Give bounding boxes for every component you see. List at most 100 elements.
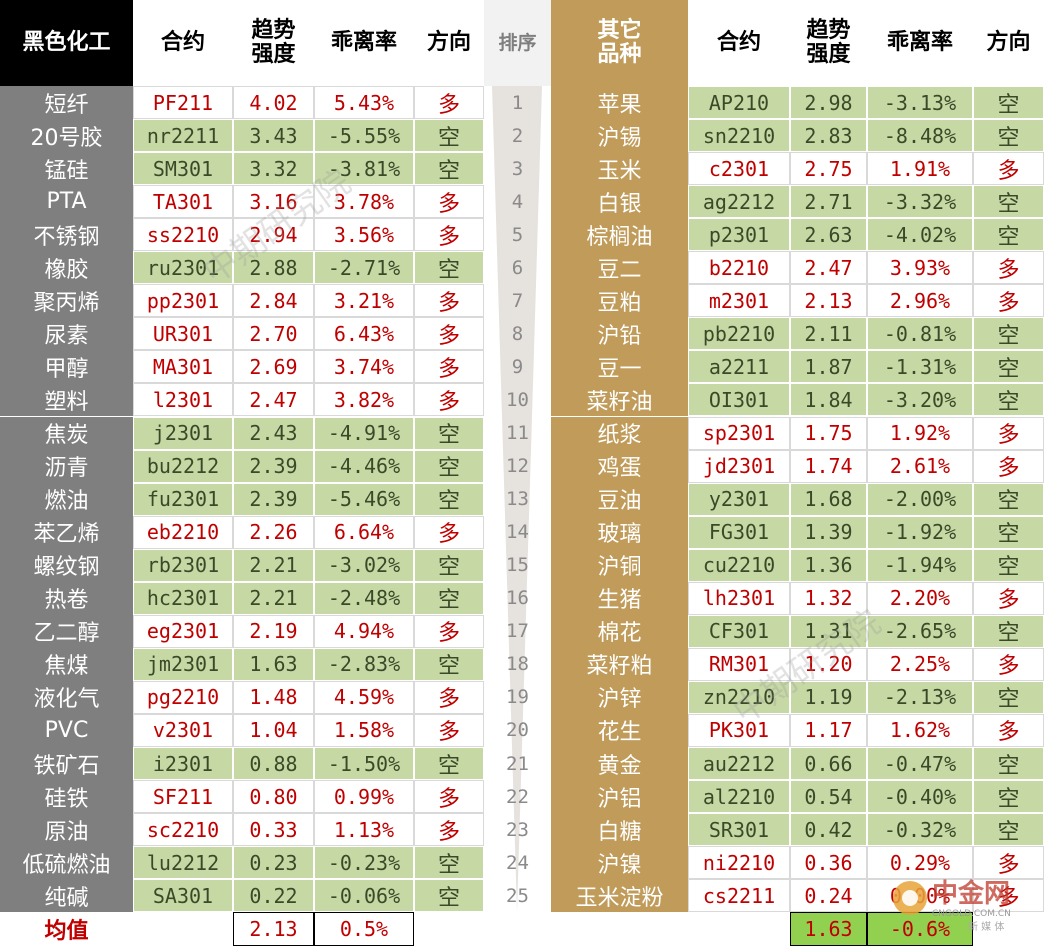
left-row-strength: 2.43 xyxy=(233,416,314,450)
right-row-name: 白糖 xyxy=(551,813,688,847)
left-row-deviation: 3.78% xyxy=(314,185,414,219)
right-row-direction: 空 xyxy=(973,515,1044,549)
right-row-name: 豆一 xyxy=(551,350,688,384)
left-row-name: 甲醇 xyxy=(0,350,133,384)
logo-url: CNGOLD.COM.CN xyxy=(932,909,1011,919)
left-row-deviation: 1.13% xyxy=(314,813,414,847)
header-category-black: 黑色化工 xyxy=(0,0,133,86)
left-row-contract: v2301 xyxy=(133,713,233,747)
rank-number: 20 xyxy=(506,719,529,742)
right-row-deviation: -1.31% xyxy=(867,350,973,384)
right-row-deviation: -1.94% xyxy=(867,548,973,582)
left-row-direction: 多 xyxy=(414,713,484,747)
rank-arrow-decoration xyxy=(492,86,542,912)
header-direction: 方向 xyxy=(414,0,484,86)
average-label: 均值 xyxy=(0,912,133,946)
header-rank: 排序 xyxy=(484,0,551,86)
header-deviation: 乖离率 xyxy=(314,0,414,86)
left-row-name: PVC xyxy=(0,713,133,747)
right-row-strength: 1.84 xyxy=(790,383,867,417)
left-row-contract: PF211 xyxy=(133,86,233,120)
right-row-deviation: -1.92% xyxy=(867,515,973,549)
right-row-deviation: 2.61% xyxy=(867,449,973,483)
right-row-deviation: -3.20% xyxy=(867,383,973,417)
right-row-name: 白银 xyxy=(551,185,688,219)
left-row-name: 低硫燃油 xyxy=(0,846,133,880)
left-row-contract: sc2210 xyxy=(133,813,233,847)
left-row-direction: 多 xyxy=(414,515,484,549)
right-row-contract: ag2212 xyxy=(688,185,790,219)
left-row-strength: 1.04 xyxy=(233,713,314,747)
left-row-strength: 2.39 xyxy=(233,449,314,483)
left-row-deviation: 5.43% xyxy=(314,86,414,120)
left-row-contract: eg2301 xyxy=(133,614,233,648)
left-row-name: 乙二醇 xyxy=(0,614,133,648)
left-row-direction: 多 xyxy=(414,350,484,384)
left-row-strength: 0.23 xyxy=(233,846,314,880)
left-row-direction: 空 xyxy=(414,152,484,186)
right-row-strength: 0.36 xyxy=(790,846,867,880)
left-row-name: 20号胶 xyxy=(0,119,133,153)
right-row-direction: 空 xyxy=(973,813,1044,847)
rank-number: 16 xyxy=(506,587,529,610)
right-average-deviation: -0.6% xyxy=(867,912,973,946)
left-row-name: 锰硅 xyxy=(0,152,133,186)
right-row-contract: a2211 xyxy=(688,350,790,384)
left-row-direction: 多 xyxy=(414,86,484,120)
right-row-name: 豆粕 xyxy=(551,284,688,318)
right-row-direction: 多 xyxy=(973,713,1044,747)
header-strength: 趋势 强度 xyxy=(233,0,314,86)
right-row-strength: 0.24 xyxy=(790,879,867,913)
left-row-name: 燃油 xyxy=(0,482,133,516)
left-row-deviation: 6.64% xyxy=(314,515,414,549)
left-row-direction: 空 xyxy=(414,449,484,483)
right-row-strength: 1.87 xyxy=(790,350,867,384)
left-row-strength: 2.21 xyxy=(233,548,314,582)
left-row-strength: 2.47 xyxy=(233,383,314,417)
right-row-direction: 空 xyxy=(973,614,1044,648)
left-row-direction: 多 xyxy=(414,614,484,648)
right-row-deviation: -8.48% xyxy=(867,119,973,153)
left-row-strength: 2.26 xyxy=(233,515,314,549)
left-row-direction: 空 xyxy=(414,581,484,615)
left-row-direction: 多 xyxy=(414,813,484,847)
right-average-strength: 1.63 xyxy=(790,912,867,946)
right-row-strength: 1.68 xyxy=(790,482,867,516)
left-row-name: 焦炭 xyxy=(0,416,133,450)
right-row-strength: 2.83 xyxy=(790,119,867,153)
right-row-name: 菜籽油 xyxy=(551,383,688,417)
left-row-name: 液化气 xyxy=(0,680,133,714)
right-row-name: 棉花 xyxy=(551,614,688,648)
left-row-deviation: 4.94% xyxy=(314,614,414,648)
right-row-contract: OI301 xyxy=(688,383,790,417)
right-row-name: 沪铅 xyxy=(551,317,688,351)
right-row-strength: 1.17 xyxy=(790,713,867,747)
right-row-direction: 空 xyxy=(973,119,1044,153)
left-row-strength: 2.94 xyxy=(233,218,314,252)
left-row-contract: ru2301 xyxy=(133,251,233,285)
right-row-direction: 多 xyxy=(973,416,1044,450)
right-row-name: 玉米 xyxy=(551,152,688,186)
left-row-strength: 0.80 xyxy=(233,780,314,814)
left-row-deviation: 3.74% xyxy=(314,350,414,384)
right-row-name: 鸡蛋 xyxy=(551,449,688,483)
right-row-direction: 多 xyxy=(973,846,1044,880)
left-row-direction: 多 xyxy=(414,680,484,714)
left-row-name: 焦煤 xyxy=(0,647,133,681)
right-row-contract: b2210 xyxy=(688,251,790,285)
left-row-deviation: -2.48% xyxy=(314,581,414,615)
right-row-deviation: -4.02% xyxy=(867,218,973,252)
right-row-deviation: -0.32% xyxy=(867,813,973,847)
right-row-deviation: -2.65% xyxy=(867,614,973,648)
left-row-strength: 3.43 xyxy=(233,119,314,153)
left-row-strength: 3.32 xyxy=(233,152,314,186)
right-row-contract: FG301 xyxy=(688,515,790,549)
left-row-contract: eb2210 xyxy=(133,515,233,549)
right-row-contract: PK301 xyxy=(688,713,790,747)
left-row-contract: SA301 xyxy=(133,879,233,913)
right-row-deviation: -3.32% xyxy=(867,185,973,219)
left-row-deviation: 4.59% xyxy=(314,680,414,714)
left-row-name: 聚丙烯 xyxy=(0,284,133,318)
left-row-contract: hc2301 xyxy=(133,581,233,615)
